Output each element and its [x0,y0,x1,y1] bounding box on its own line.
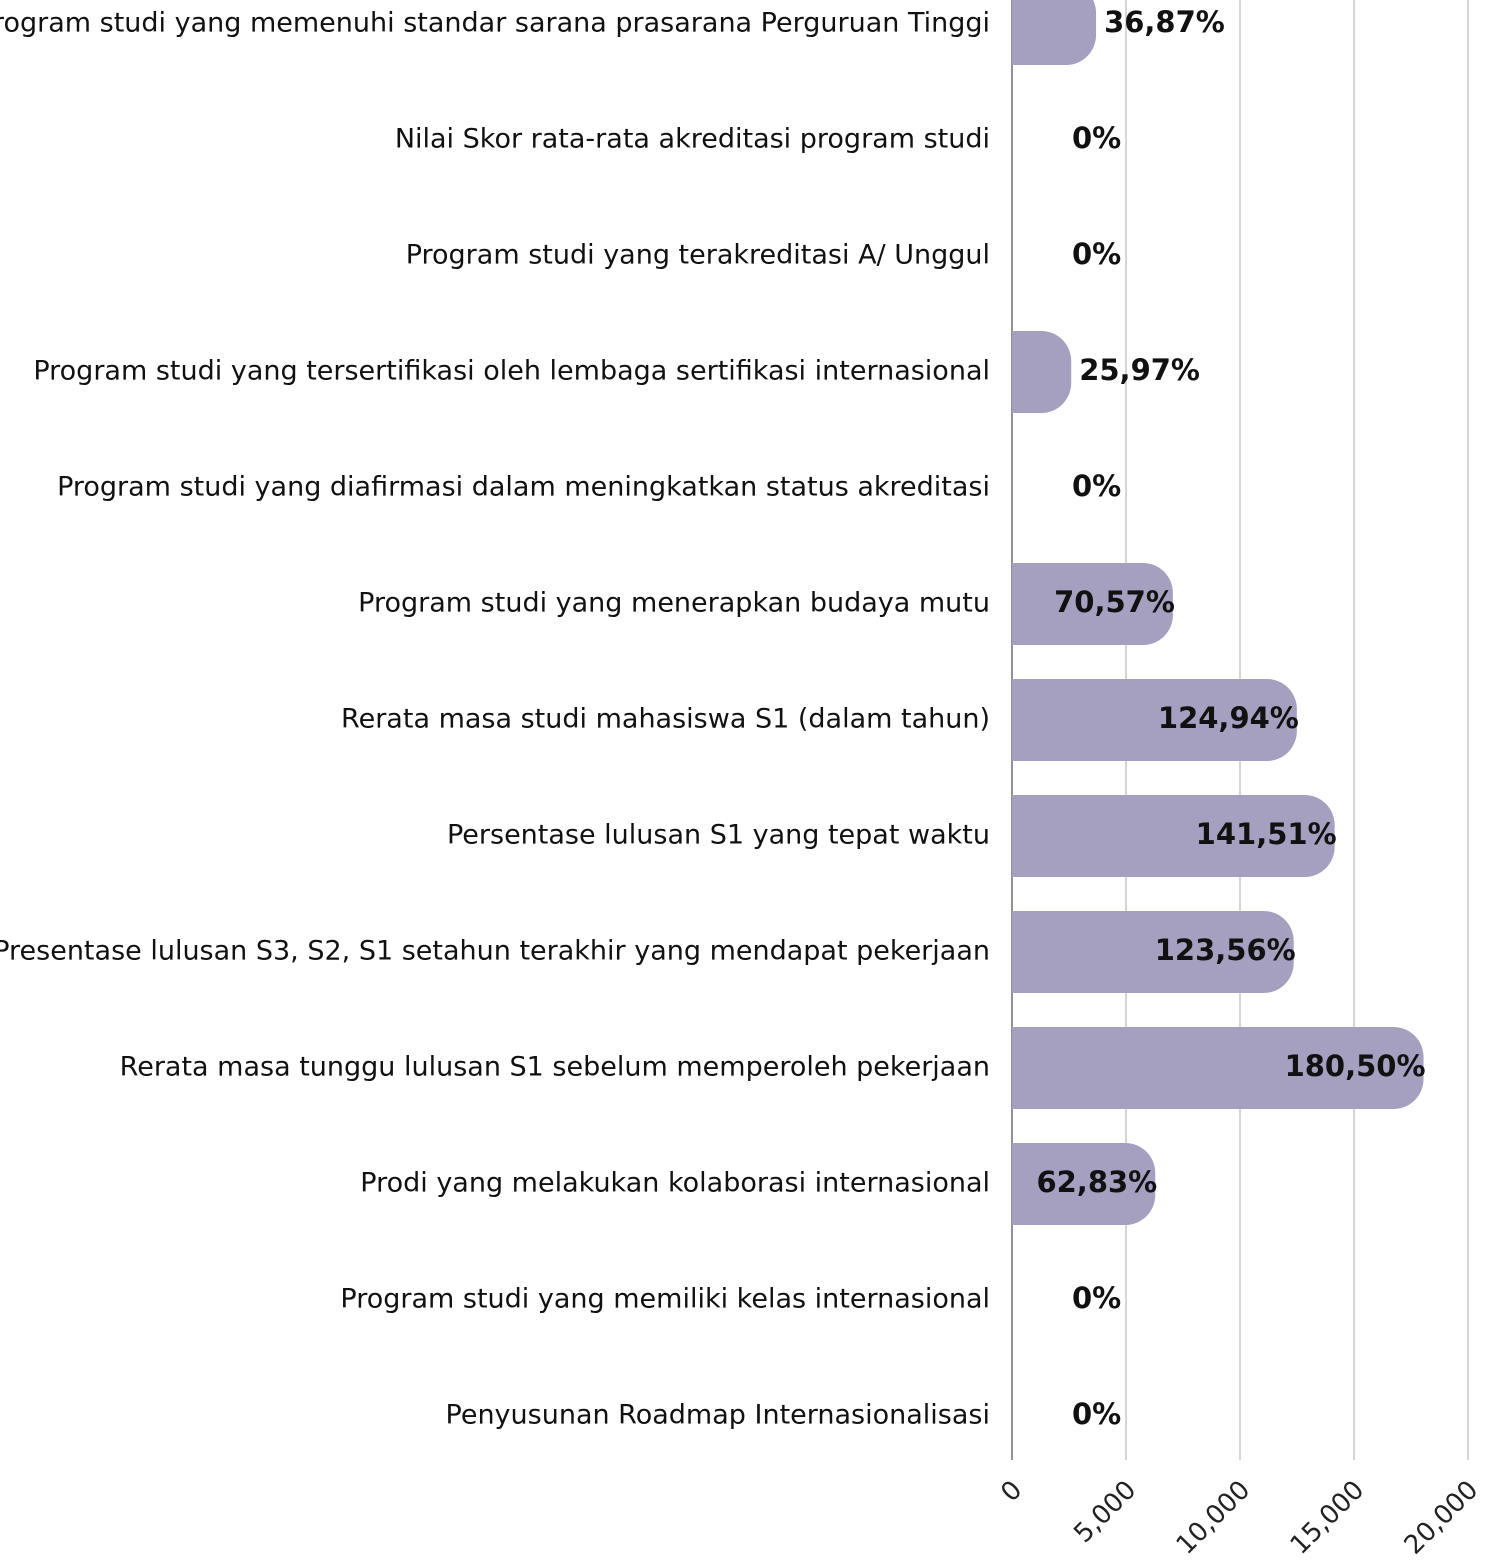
category-label: Nilai Skor rata-rata akreditasi program … [395,124,990,155]
category-label: Program studi yang diafirmasi dalam meni… [57,472,990,503]
x-tick-label: 5,000 [1068,1475,1142,1549]
category-label: Program studi yang menerapkan budaya mut… [358,588,990,619]
value-label: 0% [1072,1397,1121,1431]
bar [1012,563,1173,645]
category-label: Program studi yang memiliki kelas intern… [340,1284,990,1315]
value-label: 141,51% [1196,817,1337,851]
bar [1012,911,1294,993]
category-label: Program studi yang terakreditasi A/ Ungg… [406,240,990,271]
category-label: Rerata masa tunggu lulusan S1 sebelum me… [120,1052,990,1083]
value-label: 62,83% [1036,1165,1157,1199]
category-label: Presentase lulusan S3, S2, S1 setahun te… [0,936,990,967]
value-label: 25,97% [1079,353,1200,387]
value-label: 0% [1072,121,1121,155]
bar [1012,1143,1156,1225]
bar [1012,331,1072,413]
x-tick-label: 15,000 [1285,1475,1371,1560]
category-label: Program studi yang tersertifikasi oleh l… [33,356,990,387]
value-label: 70,57% [1054,585,1175,619]
bar [1012,0,1097,65]
x-tick-label: 0 [995,1475,1028,1508]
value-label: 0% [1072,237,1121,271]
bar [1012,795,1335,877]
category-label: Prodi yang melakukan kolaborasi internas… [360,1168,990,1199]
bar [1012,1027,1424,1109]
category-label: Penyusunan Roadmap Internasionalisasi [446,1400,990,1431]
value-label: 180,50% [1285,1049,1426,1083]
value-label: 0% [1072,1281,1121,1315]
value-label: 0% [1072,469,1121,503]
x-tick-label: 10,000 [1171,1475,1257,1560]
category-label: Persentase lulusan S1 yang tepat waktu [447,820,990,851]
value-label: 123,56% [1155,933,1296,967]
x-tick-label: 20,000 [1399,1475,1485,1560]
value-label: 124,94% [1158,701,1299,735]
bar [1012,679,1297,761]
category-label: Program studi yang memenuhi standar sara… [0,8,990,39]
value-label: 36,87% [1104,5,1225,39]
category-label: Rerata masa studi mahasiswa S1 (dalam ta… [341,704,990,735]
